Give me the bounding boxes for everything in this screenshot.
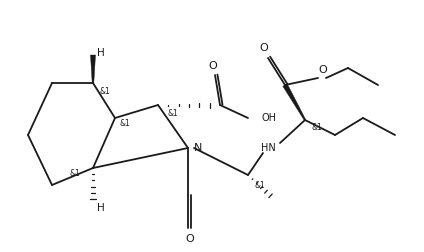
Text: O: O: [186, 234, 194, 244]
Text: &1: &1: [255, 180, 265, 190]
Text: N: N: [194, 143, 202, 153]
Text: O: O: [318, 65, 327, 75]
Text: &1: &1: [70, 169, 81, 177]
Text: O: O: [259, 43, 268, 53]
Text: &1: &1: [167, 109, 179, 117]
Text: &1: &1: [312, 123, 322, 133]
Text: HN: HN: [261, 143, 275, 153]
Text: H: H: [97, 48, 105, 58]
Text: &1: &1: [120, 118, 130, 128]
Text: &1: &1: [100, 86, 110, 96]
Polygon shape: [90, 55, 95, 83]
Text: O: O: [209, 61, 218, 71]
Polygon shape: [283, 84, 306, 120]
Text: OH: OH: [262, 113, 277, 123]
Text: H: H: [97, 203, 105, 213]
